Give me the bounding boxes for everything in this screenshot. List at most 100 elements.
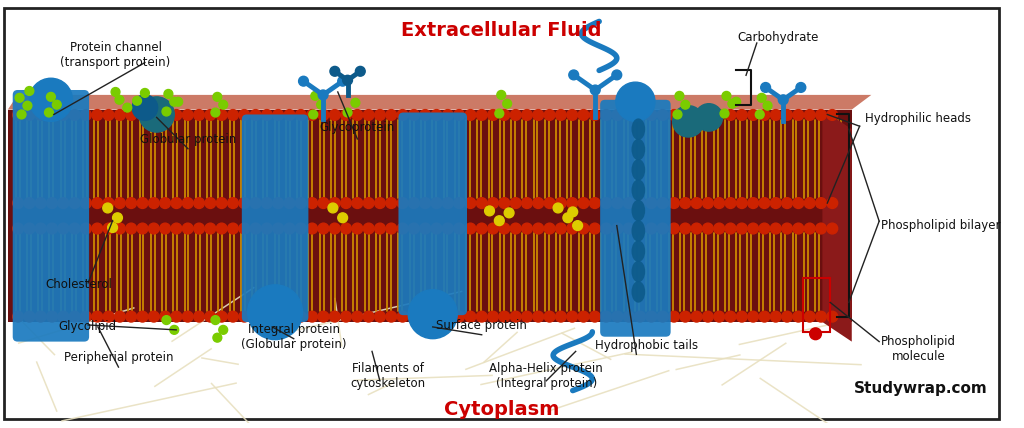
Point bbox=[674, 118, 686, 123]
Point bbox=[58, 231, 71, 236]
Circle shape bbox=[386, 311, 396, 322]
Circle shape bbox=[250, 311, 261, 322]
Circle shape bbox=[227, 110, 239, 120]
Point bbox=[92, 324, 104, 330]
Circle shape bbox=[307, 198, 317, 208]
Point bbox=[640, 118, 652, 123]
Point bbox=[257, 196, 269, 201]
Point bbox=[599, 231, 611, 236]
Line: 2 pts: 2 pts bbox=[324, 81, 343, 95]
Circle shape bbox=[296, 110, 306, 120]
Circle shape bbox=[601, 110, 611, 120]
Line: 2 pts: 2 pts bbox=[626, 354, 861, 365]
Point bbox=[370, 118, 382, 123]
Point bbox=[306, 118, 318, 123]
Point bbox=[113, 365, 125, 370]
Circle shape bbox=[431, 110, 442, 120]
Point bbox=[302, 118, 314, 123]
Circle shape bbox=[160, 223, 171, 234]
Point bbox=[733, 342, 745, 347]
Point bbox=[385, 309, 397, 314]
Circle shape bbox=[544, 198, 555, 208]
Point bbox=[392, 309, 404, 314]
Point bbox=[550, 231, 562, 236]
Point bbox=[505, 309, 517, 314]
Point bbox=[655, 309, 668, 314]
Point bbox=[505, 118, 517, 123]
Circle shape bbox=[454, 110, 465, 120]
Circle shape bbox=[70, 223, 80, 234]
Circle shape bbox=[81, 110, 91, 120]
Circle shape bbox=[761, 83, 770, 92]
Point bbox=[329, 309, 341, 314]
Point bbox=[764, 231, 776, 236]
Point bbox=[144, 118, 157, 123]
Point bbox=[266, 324, 279, 330]
Point bbox=[430, 196, 442, 201]
Circle shape bbox=[115, 198, 125, 208]
Line: 2 pts: 2 pts bbox=[202, 358, 239, 364]
Point bbox=[144, 196, 157, 201]
Point bbox=[599, 196, 611, 201]
Point bbox=[757, 231, 769, 236]
Point bbox=[667, 118, 679, 123]
Point bbox=[427, 324, 439, 330]
Point bbox=[9, 118, 22, 123]
Point bbox=[189, 231, 202, 236]
Point bbox=[336, 343, 348, 348]
Circle shape bbox=[364, 223, 374, 234]
Point bbox=[385, 118, 397, 123]
Circle shape bbox=[680, 311, 690, 322]
Circle shape bbox=[532, 198, 544, 208]
Text: Integral protein
(Globular protein): Integral protein (Globular protein) bbox=[241, 323, 346, 351]
Circle shape bbox=[669, 223, 679, 234]
Point bbox=[554, 309, 566, 314]
Point bbox=[244, 422, 256, 427]
Point bbox=[139, 60, 152, 65]
Ellipse shape bbox=[632, 119, 645, 140]
Circle shape bbox=[194, 311, 205, 322]
Point bbox=[843, 300, 855, 305]
Point bbox=[182, 231, 195, 236]
Point bbox=[745, 309, 758, 314]
Circle shape bbox=[103, 198, 114, 208]
Circle shape bbox=[544, 223, 555, 234]
Point bbox=[453, 231, 465, 236]
Point bbox=[708, 231, 720, 236]
Point bbox=[156, 231, 168, 236]
Line: 2 pts: 2 pts bbox=[372, 351, 380, 381]
Circle shape bbox=[12, 198, 24, 208]
Point bbox=[685, 231, 697, 236]
Point bbox=[629, 231, 641, 236]
Point bbox=[633, 231, 645, 236]
Point bbox=[667, 231, 679, 236]
Line: 2 pts: 2 pts bbox=[338, 92, 357, 139]
Line: 2 pts: 2 pts bbox=[172, 288, 254, 341]
Point bbox=[622, 231, 634, 236]
Circle shape bbox=[318, 198, 329, 208]
Point bbox=[527, 196, 540, 201]
Point bbox=[248, 285, 260, 290]
Point bbox=[133, 231, 145, 236]
Point bbox=[764, 196, 776, 201]
Point bbox=[663, 309, 675, 314]
Point bbox=[449, 231, 461, 236]
Circle shape bbox=[386, 198, 396, 208]
Point bbox=[111, 309, 123, 314]
Point bbox=[449, 196, 461, 201]
Circle shape bbox=[261, 110, 272, 120]
Line: 2 pts: 2 pts bbox=[155, 349, 211, 386]
Bar bbox=[803, 278, 830, 332]
Point bbox=[610, 72, 623, 77]
Point bbox=[306, 196, 318, 201]
Circle shape bbox=[615, 82, 655, 121]
Point bbox=[313, 231, 326, 236]
Point bbox=[712, 231, 724, 236]
Circle shape bbox=[601, 223, 611, 234]
Point bbox=[853, 124, 865, 129]
Circle shape bbox=[781, 223, 793, 234]
Point bbox=[531, 231, 544, 236]
Point bbox=[137, 196, 150, 201]
Circle shape bbox=[272, 311, 284, 322]
Circle shape bbox=[691, 198, 702, 208]
